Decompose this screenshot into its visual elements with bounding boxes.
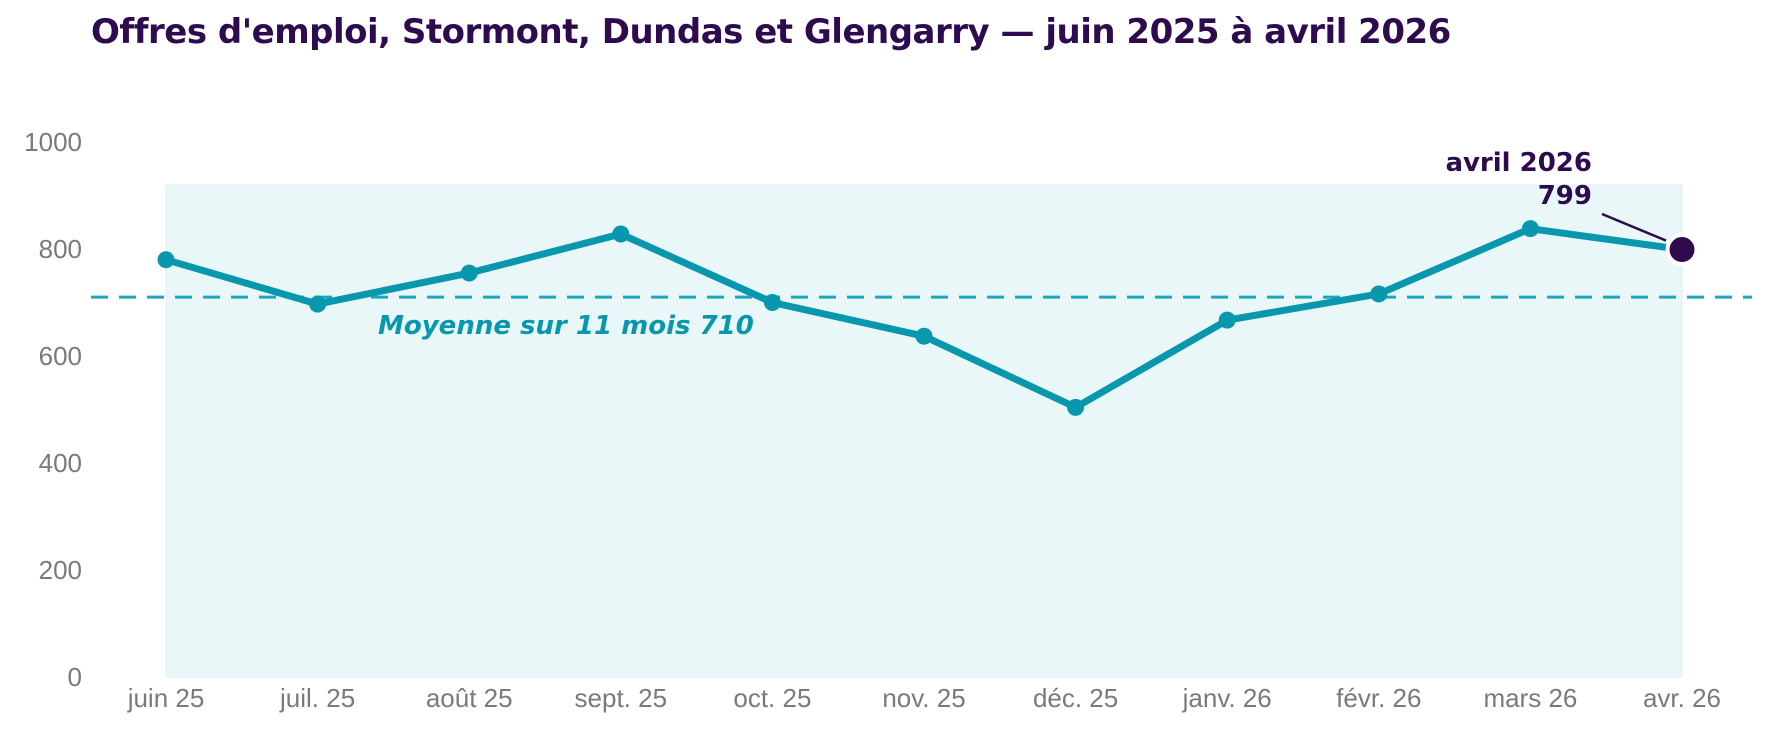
x-tick-label: juil. 25 <box>279 683 355 713</box>
x-tick-label: oct. 25 <box>733 683 811 713</box>
y-tick-label: 1000 <box>24 127 82 157</box>
y-tick-label: 400 <box>39 448 82 478</box>
x-tick-label: mars 26 <box>1483 683 1577 713</box>
chart-title: Offres d'emploi, Stormont, Dundas et Gle… <box>91 12 1451 52</box>
x-tick-label: août 25 <box>426 683 513 713</box>
x-tick-label: nov. 25 <box>882 683 965 713</box>
background-band <box>165 184 1683 678</box>
callout-value: 799 <box>1538 181 1592 211</box>
y-tick-label: 0 <box>68 662 82 692</box>
y-tick-label: 800 <box>39 234 82 264</box>
data-point <box>1370 285 1388 303</box>
y-tick-label: 200 <box>39 555 82 585</box>
x-tick-label: déc. 25 <box>1033 683 1118 713</box>
data-point <box>309 295 327 313</box>
data-point <box>1521 220 1539 238</box>
average-label: Moyenne sur 11 mois 710 <box>378 311 754 341</box>
x-tick-label: sept. 25 <box>575 683 668 713</box>
highlight-point <box>1665 233 1699 267</box>
data-point <box>612 225 630 243</box>
callout-label: avril 2026 <box>1445 148 1592 178</box>
data-point <box>1218 311 1236 329</box>
data-point <box>1067 398 1085 416</box>
x-tick-label: févr. 26 <box>1336 683 1421 713</box>
y-tick-label: 600 <box>39 341 82 371</box>
x-tick-label: juin 25 <box>127 683 205 713</box>
x-tick-label: janv. 26 <box>1182 683 1272 713</box>
data-point <box>460 264 478 282</box>
data-point <box>915 327 933 345</box>
callout-leader <box>1601 212 1667 242</box>
x-tick-label: avr. 26 <box>1643 683 1721 713</box>
data-point <box>763 294 781 311</box>
data-point <box>157 251 175 269</box>
